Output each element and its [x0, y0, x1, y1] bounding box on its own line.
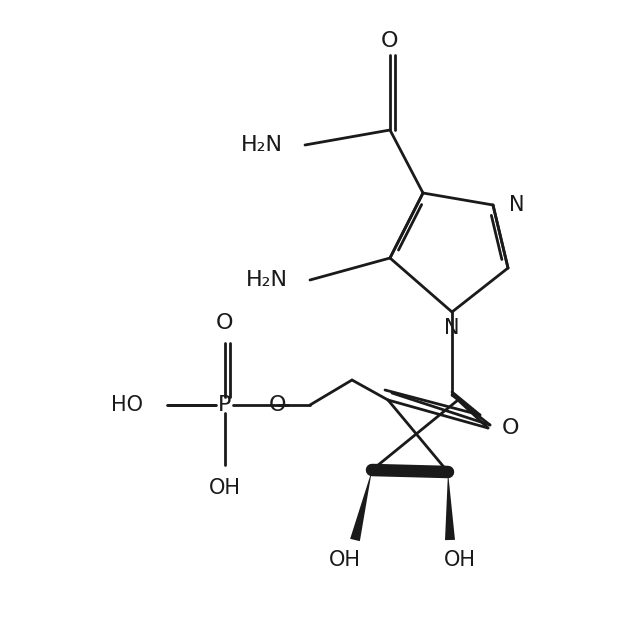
Text: OH: OH — [209, 478, 241, 498]
Text: HO: HO — [111, 395, 143, 415]
Text: O: O — [381, 31, 399, 51]
Text: H₂N: H₂N — [241, 135, 283, 155]
Text: O: O — [269, 395, 287, 415]
Text: O: O — [502, 418, 520, 438]
Text: O: O — [216, 313, 234, 333]
Text: OH: OH — [329, 550, 361, 570]
Polygon shape — [350, 470, 372, 541]
Text: N: N — [509, 195, 525, 215]
Text: P: P — [218, 395, 232, 415]
Text: OH: OH — [444, 550, 476, 570]
Text: H₂N: H₂N — [246, 270, 288, 290]
Text: N: N — [444, 318, 460, 338]
Polygon shape — [445, 472, 455, 540]
